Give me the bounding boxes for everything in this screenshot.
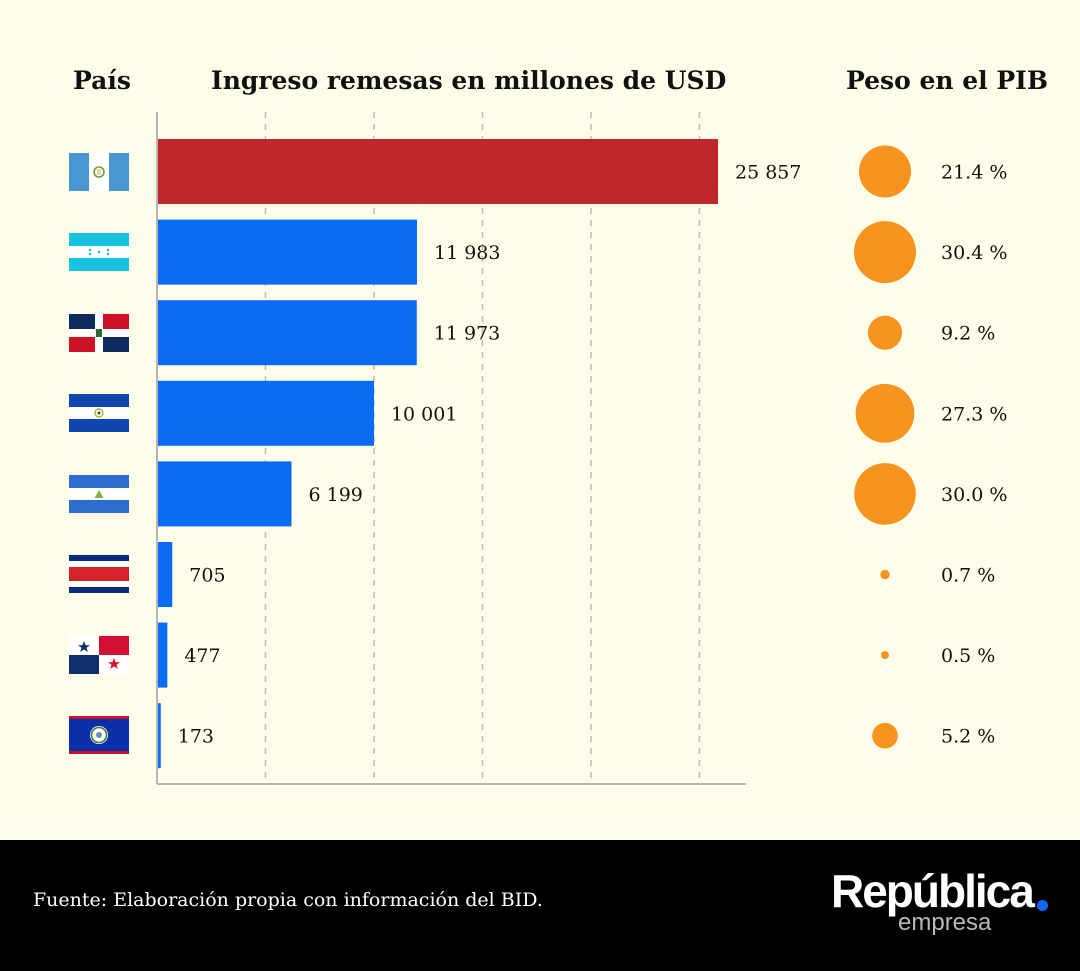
- guatemala-flag-icon: [69, 153, 129, 191]
- gdp-bubbles: [854, 145, 916, 749]
- brand-dot-icon: [1037, 900, 1048, 911]
- gdp-bubble: [854, 221, 916, 284]
- honduras-flag-icon: [69, 233, 129, 271]
- source-note: Fuente: Elaboración propia con informaci…: [33, 889, 543, 911]
- bar-4: [157, 461, 292, 527]
- country-column-header: País: [73, 66, 131, 95]
- bars: [157, 139, 718, 769]
- bar-7: [157, 703, 161, 769]
- gdp-share-label: 30.4 %: [941, 242, 1007, 264]
- gdp-labels: 21.4 % 30.4 % 9.2 % 27.3 % 30.0 % 0.7 % 0.5 % 5…: [941, 162, 1007, 748]
- gridlines: [264, 112, 701, 784]
- gdp-bubble: [854, 463, 916, 525]
- dominican-republic-flag-icon: [69, 314, 129, 352]
- gdp-share-label: 9.2 %: [941, 323, 995, 345]
- bar-3: [157, 380, 374, 446]
- brand-logo: República: [831, 865, 1035, 917]
- costa-rica-flag-icon: [69, 555, 129, 593]
- gdp-bubble: [867, 315, 903, 350]
- gdp-column-header: Peso en el PIB: [846, 66, 1049, 95]
- el-salvador-flag-icon: [69, 394, 129, 432]
- gdp-bubble: [858, 145, 912, 198]
- bar-6: [157, 622, 168, 688]
- bar-5: [157, 542, 173, 607]
- panama-flag-icon: [69, 636, 129, 674]
- footer-bar: [0, 840, 1080, 971]
- belize-flag-icon: [69, 716, 129, 754]
- bar-value-label: 11 973: [434, 323, 500, 345]
- gdp-share-label: 27.3 %: [941, 403, 1007, 425]
- gdp-share-label: 0.5 %: [941, 645, 995, 667]
- gdp-bubble: [881, 651, 889, 660]
- chart-title: Ingreso remesas en millones de USD: [211, 66, 727, 95]
- bar-value-label: 10 001: [391, 403, 457, 425]
- gdp-bubble: [872, 722, 898, 749]
- gdp-share-label: 5.2 %: [941, 726, 995, 748]
- bar-value-label: 173: [178, 726, 214, 748]
- bar-1: [157, 219, 417, 285]
- gdp-share-label: 30.0 %: [941, 484, 1007, 506]
- nicaragua-flag-icon: [69, 475, 129, 513]
- bar-value-label: 477: [184, 645, 220, 667]
- bar-2: [157, 300, 417, 366]
- value-labels: 25 857 11 983 11 973 10 001 6 199 705 477 173: [178, 162, 802, 748]
- gdp-bubble: [855, 383, 915, 443]
- bar-value-label: 6 199: [308, 484, 362, 506]
- gdp-share-label: 21.4 %: [941, 162, 1007, 184]
- bar-0: [157, 139, 718, 204]
- bar-value-label: 705: [189, 565, 225, 587]
- bar-value-label: 11 983: [434, 242, 500, 264]
- gdp-bubble: [880, 569, 890, 580]
- remittances-chart: 25 857 11 983 11 973 10 001 6 199 705 477 173 2…: [156, 112, 1007, 785]
- gdp-share-label: 0.7 %: [941, 565, 995, 587]
- brand-subtitle: empresa: [898, 909, 992, 936]
- bar-value-label: 25 857: [735, 162, 801, 184]
